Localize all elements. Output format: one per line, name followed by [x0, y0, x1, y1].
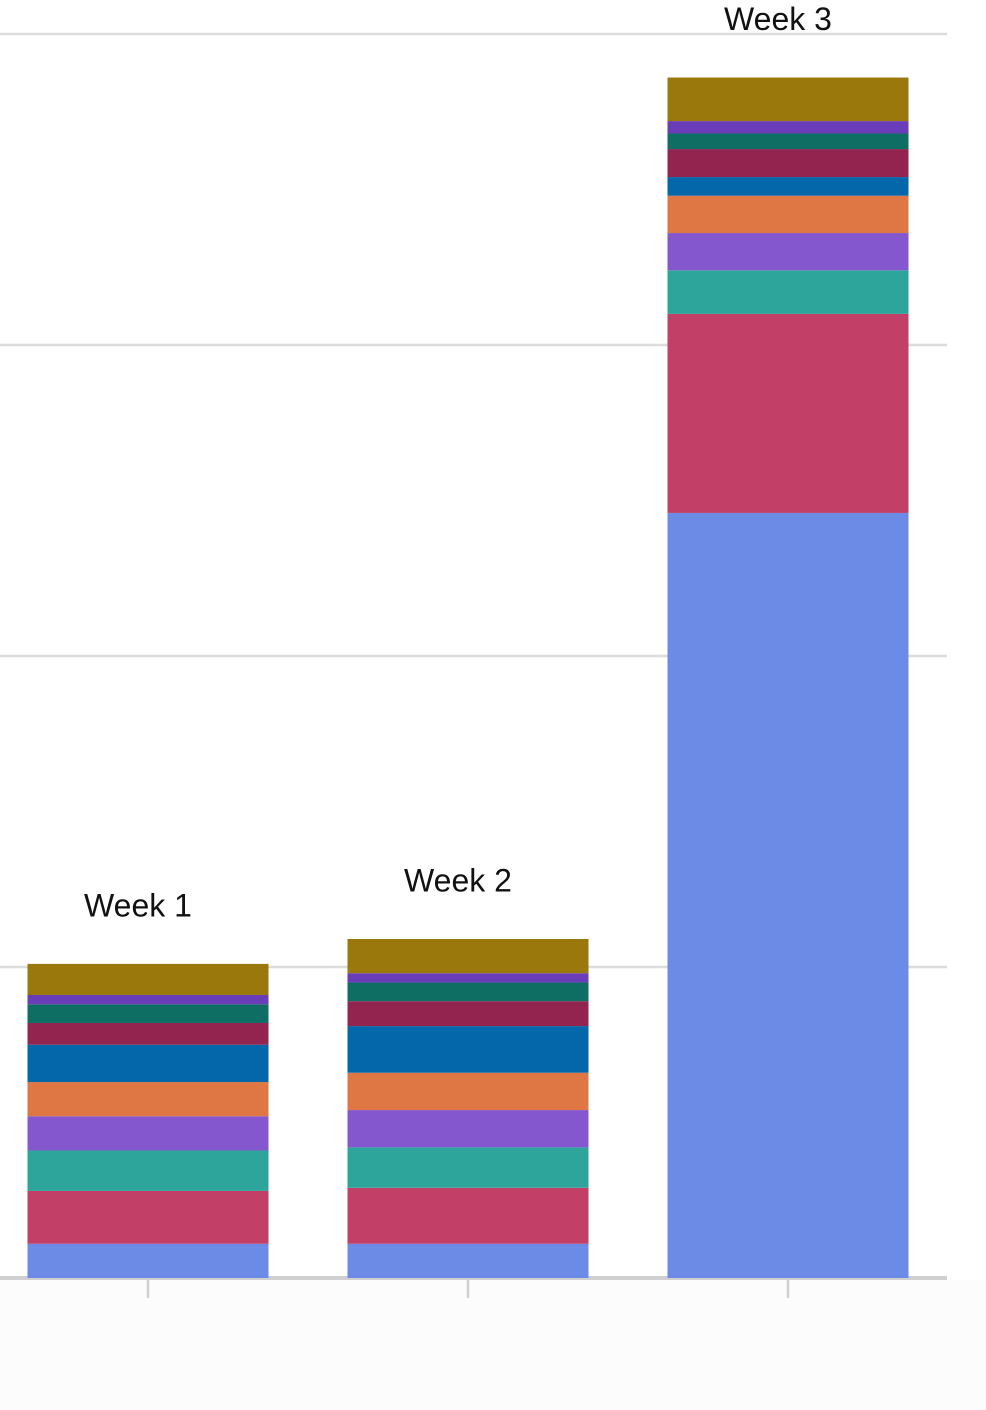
bar-segment — [347, 1072, 589, 1111]
bar-segment — [27, 1116, 269, 1151]
bar-segment — [347, 973, 589, 983]
bar-segment — [667, 77, 909, 122]
bar-segment — [27, 994, 269, 1005]
bar-segment — [27, 1243, 269, 1278]
bar-segment — [667, 233, 909, 271]
bar-segment — [347, 1187, 589, 1244]
bar-segment — [347, 1026, 589, 1073]
bar-segment — [667, 121, 909, 134]
bar-segment — [27, 1082, 269, 1117]
bar-segment — [667, 313, 909, 513]
bar-segment — [347, 1243, 589, 1278]
bar-segment — [667, 133, 909, 150]
bar-segment — [667, 195, 909, 234]
bar-segment — [347, 1147, 589, 1188]
bar-label: Week 2 — [404, 862, 512, 898]
bar-segment — [667, 512, 909, 1278]
bar-label: Week 3 — [724, 1, 832, 37]
bar-label: Week 1 — [84, 887, 192, 923]
bar-segment — [27, 963, 269, 995]
bar-segment — [27, 1190, 269, 1244]
bar-segment — [27, 1044, 269, 1083]
bar-segment — [347, 939, 589, 974]
bar-segment — [667, 177, 909, 196]
bar-segment — [667, 270, 909, 314]
bar-segment — [347, 1001, 589, 1027]
bar-segment — [27, 1022, 269, 1045]
bar-segment — [27, 1150, 269, 1191]
bar-segment — [347, 982, 589, 1002]
bar-segment — [667, 149, 909, 178]
bar-segment — [347, 1110, 589, 1148]
footer-area — [0, 1280, 986, 1410]
bar-segment — [27, 1004, 269, 1023]
